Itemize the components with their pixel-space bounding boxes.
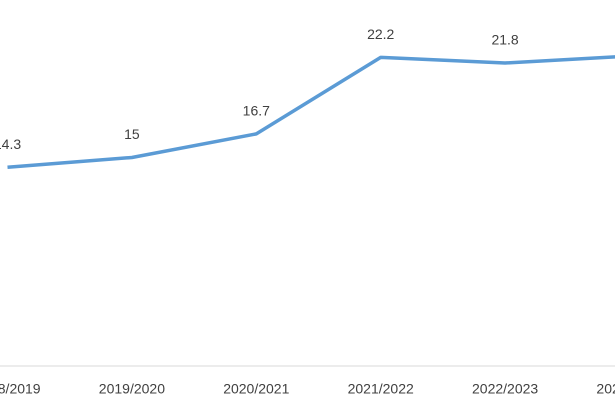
x-tick-label: 2022/2023 [472, 381, 538, 397]
data-label: 22.2 [367, 26, 394, 42]
data-label: 14.3 [0, 136, 21, 152]
data-label: 15 [124, 126, 140, 142]
x-tick-label: 2018/2019 [0, 381, 41, 397]
x-tick-label: 2019/2020 [99, 381, 165, 397]
x-tick-label: 2021/2022 [348, 381, 414, 397]
line [7, 55, 615, 169]
x-tick-label: 2023/2024 [596, 381, 615, 397]
data-label: 16.7 [243, 103, 270, 119]
data-label: 21.8 [491, 32, 518, 48]
x-tick-label: 2020/2021 [223, 381, 289, 397]
